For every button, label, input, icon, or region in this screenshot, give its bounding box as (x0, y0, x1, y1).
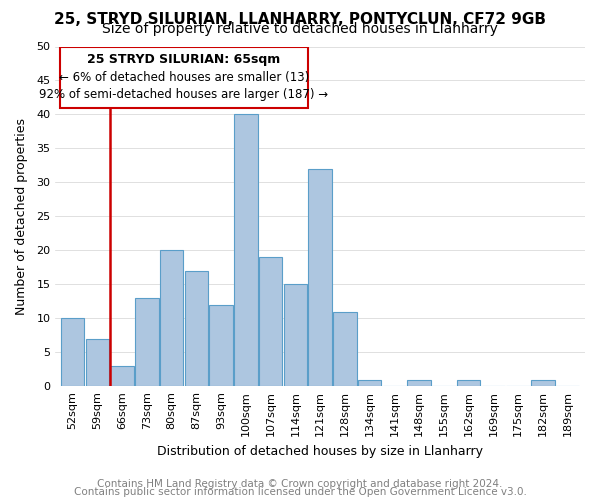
Bar (457, 380, 481, 386)
Text: 92% of semi-detached houses are larger (187) →: 92% of semi-detached houses are larger (… (40, 88, 329, 101)
Text: 25 STRYD SILURIAN: 65sqm: 25 STRYD SILURIAN: 65sqm (88, 54, 281, 66)
Text: 25, STRYD SILURIAN, LLANHARRY, PONTYCLUN, CF72 9GB: 25, STRYD SILURIAN, LLANHARRY, PONTYCLUN… (54, 12, 546, 28)
Bar (333, 312, 356, 386)
Bar (61, 318, 85, 386)
FancyBboxPatch shape (60, 46, 308, 108)
Bar (308, 169, 332, 386)
Bar (234, 114, 257, 386)
Y-axis label: Number of detached properties: Number of detached properties (15, 118, 28, 315)
Text: Contains public sector information licensed under the Open Government Licence v3: Contains public sector information licen… (74, 487, 526, 497)
Text: Size of property relative to detached houses in Llanharry: Size of property relative to detached ho… (102, 22, 498, 36)
Bar (358, 380, 382, 386)
Bar (160, 250, 184, 386)
Bar (284, 284, 307, 386)
X-axis label: Distribution of detached houses by size in Llanharry: Distribution of detached houses by size … (157, 444, 483, 458)
Bar (135, 298, 158, 386)
Text: ← 6% of detached houses are smaller (13): ← 6% of detached houses are smaller (13) (59, 70, 309, 84)
Bar (531, 380, 554, 386)
Bar (185, 271, 208, 386)
Bar (407, 380, 431, 386)
Bar (259, 257, 283, 386)
Text: Contains HM Land Registry data © Crown copyright and database right 2024.: Contains HM Land Registry data © Crown c… (97, 479, 503, 489)
Bar (209, 305, 233, 386)
Bar (110, 366, 134, 386)
Bar (86, 338, 109, 386)
